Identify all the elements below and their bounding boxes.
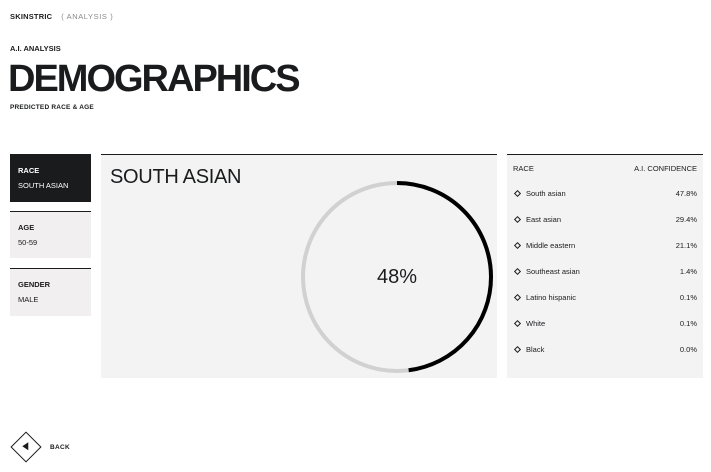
list-item[interactable]: Middle eastern 21.1% <box>513 238 697 252</box>
list-item[interactable]: Black 0.0% <box>513 342 697 356</box>
list-item-label: South asian <box>526 188 566 198</box>
category-value: SOUTH ASIAN <box>18 181 69 190</box>
list-header-confidence: A.I. CONFIDENCE <box>634 164 697 173</box>
diamond-icon <box>513 319 521 327</box>
list-item[interactable]: White 0.1% <box>513 316 697 330</box>
list-item-label: White <box>526 318 546 328</box>
list-item-value: 0.1% <box>679 292 697 302</box>
list-item-label: Latino hispanic <box>526 292 577 302</box>
list-item-value: 1.4% <box>679 266 697 276</box>
list-item[interactable]: South asian 47.8% <box>513 186 697 200</box>
triangle-left-icon <box>22 442 29 451</box>
diamond-icon <box>513 241 521 249</box>
category-gender[interactable]: GENDER MALE <box>10 268 91 316</box>
category-race[interactable]: RACE SOUTH ASIAN <box>10 154 91 202</box>
diamond-icon <box>513 215 521 223</box>
list-item[interactable]: Southeast asian 1.4% <box>513 264 697 278</box>
brand-header: SKINSTRIC ( ANALYSIS ) <box>10 12 113 21</box>
list-item-label: East asian <box>526 214 562 224</box>
category-label: RACE <box>18 166 40 175</box>
page-title: DEMOGRAPHICS <box>8 58 301 100</box>
category-age[interactable]: AGE 50-59 <box>10 211 91 258</box>
list-item-label: Southeast asian <box>526 266 580 276</box>
page-subtitle: PREDICTED RACE & AGE <box>10 104 94 111</box>
list-item[interactable]: East asian 29.4% <box>513 212 697 226</box>
back-label: BACK <box>50 443 70 451</box>
diamond-icon <box>513 189 521 197</box>
page-kicker: A.I. ANALYSIS <box>10 44 61 53</box>
list-item-label: Middle eastern <box>526 240 576 250</box>
list-header-race: RACE <box>513 164 534 173</box>
category-label: AGE <box>18 223 35 232</box>
list-item-value: 29.4% <box>675 214 697 224</box>
prediction-panel: SOUTH ASIAN 48% <box>101 154 497 378</box>
confidence-ring <box>301 181 493 373</box>
section-label: ( ANALYSIS ) <box>61 12 114 21</box>
diamond-icon <box>513 267 521 275</box>
diamond-icon <box>513 345 521 353</box>
list-item-value: 0.1% <box>679 318 697 328</box>
list-item-value: 21.1% <box>675 240 697 250</box>
category-value: 50-59 <box>18 238 38 247</box>
back-button[interactable]: BACK <box>10 431 70 463</box>
list-item-label: Black <box>526 344 545 354</box>
ring-fill <box>301 181 493 373</box>
brand-name[interactable]: SKINSTRIC <box>10 12 53 21</box>
list-item-value: 0.0% <box>679 344 697 354</box>
list-item[interactable]: Latino hispanic 0.1% <box>513 290 697 304</box>
confidence-list: RACE A.I. CONFIDENCE South asian 47.8% E… <box>507 154 703 378</box>
back-diamond <box>10 431 42 463</box>
diamond-icon <box>513 293 521 301</box>
category-value: MALE <box>18 295 39 304</box>
confidence-percent: 48% <box>376 265 418 288</box>
list-item-value: 47.8% <box>675 188 697 198</box>
category-label: GENDER <box>18 280 51 289</box>
prediction-title: SOUTH ASIAN <box>110 166 242 188</box>
